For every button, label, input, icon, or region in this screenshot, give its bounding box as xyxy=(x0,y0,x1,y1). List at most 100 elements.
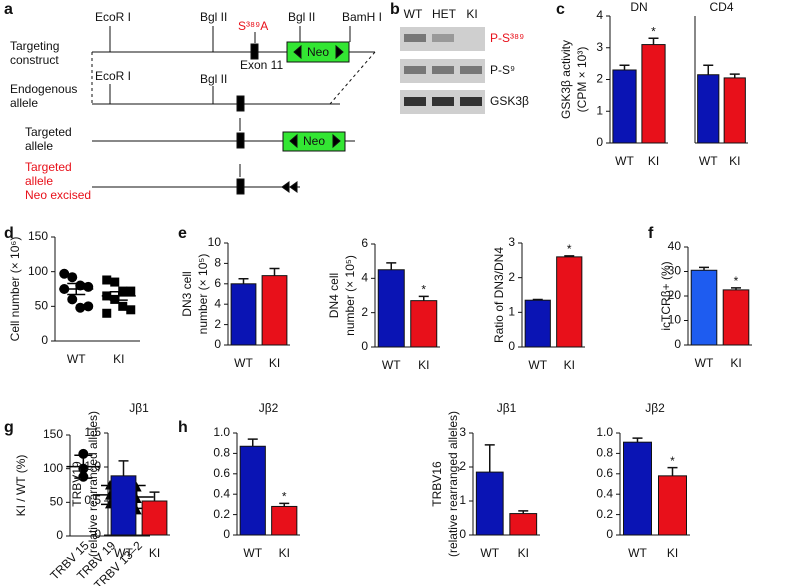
site-label: EcoR I xyxy=(95,69,131,83)
chart: 0 0.5 1.0 1.5 Jβ1 TRBV19 (relative rearranged … xyxy=(70,401,170,560)
error-bar xyxy=(484,444,495,473)
x-tick-label: KI xyxy=(149,546,160,560)
y-tick-label: 50 xyxy=(50,495,64,509)
x-tick-label: WT xyxy=(695,356,714,370)
bar xyxy=(612,69,637,144)
error-bar xyxy=(238,277,249,284)
band xyxy=(432,34,454,42)
y-tick-label: 4 xyxy=(596,8,603,22)
western-blot: WT HET KI P-S³⁸⁹ P-S⁹ GSK3β xyxy=(400,7,529,114)
error-bar xyxy=(279,502,290,507)
significance: * xyxy=(421,283,426,297)
y-tick-label: 1 xyxy=(459,493,466,507)
row-label: Targeting xyxy=(10,39,59,53)
error-bar xyxy=(67,282,86,296)
bar xyxy=(110,475,137,536)
bar xyxy=(410,300,438,348)
y-tick-label: 3 xyxy=(459,425,466,439)
significance: * xyxy=(734,274,739,288)
x-tick-label: WT xyxy=(67,352,86,366)
y-tick-label: 0.8 xyxy=(213,446,230,460)
bar xyxy=(723,77,746,144)
neo-label: Neo xyxy=(307,45,329,59)
chart-title: CD4 xyxy=(709,0,733,14)
row-label: allele xyxy=(25,139,53,153)
y-axis-label: TRBV16 xyxy=(430,461,444,507)
x-tick-label: KI xyxy=(113,352,124,366)
error-bar xyxy=(418,295,429,301)
band xyxy=(404,66,426,74)
bar xyxy=(524,299,551,348)
y-tick-label: 0 xyxy=(674,337,681,351)
y-tick-label: 150 xyxy=(28,229,48,243)
error-bar xyxy=(109,291,128,301)
mutation-label: S³⁸⁹A xyxy=(238,19,268,33)
blot-label: P-S³⁸⁹ xyxy=(490,31,524,45)
bar xyxy=(722,289,750,346)
bar xyxy=(271,505,298,536)
band xyxy=(432,66,454,74)
site-label: Bgl II xyxy=(200,72,227,86)
point xyxy=(126,286,136,296)
y-tick-label: 150 xyxy=(43,427,63,441)
bar xyxy=(690,269,718,346)
chart: 0 2 4 6 DN4 cell number (× 10⁵) WT KI * xyxy=(327,236,440,372)
neo-box xyxy=(282,131,346,152)
chart: 0 0.2 0.4 0.6 0.8 1.0 Jβ2 WT KI * xyxy=(213,401,300,560)
exon-label: Exon 11 xyxy=(240,58,283,72)
panel-label: c xyxy=(556,1,565,18)
site-label: Bgl II xyxy=(288,10,315,24)
x-tick-label: WT xyxy=(528,358,547,372)
y-tick-label: 0 xyxy=(56,528,63,542)
chart-title: DN xyxy=(630,0,647,14)
chart: CD4 WT KI xyxy=(694,0,748,168)
significance: * xyxy=(567,242,572,256)
y-tick-label: 1 xyxy=(596,103,603,117)
error-bar xyxy=(74,454,93,479)
y-tick-label: 10 xyxy=(668,313,682,327)
blot-label: GSK3β xyxy=(490,94,529,108)
panel-label: g xyxy=(4,419,14,436)
panel-label: h xyxy=(178,419,188,436)
y-axis-label: KI / WT (%) xyxy=(14,455,28,517)
error-bar xyxy=(648,37,659,45)
point xyxy=(102,275,112,285)
chart-title: Jβ1 xyxy=(497,401,517,415)
bar xyxy=(623,441,652,536)
error-bar xyxy=(118,460,129,476)
chart: 0 0.2 0.4 0.6 0.8 1.0 Jβ2 WT KI * xyxy=(596,401,690,560)
x-tick-label: WT xyxy=(382,358,401,372)
y-tick-label: 3 xyxy=(508,235,515,249)
exon xyxy=(236,178,245,195)
exon xyxy=(236,132,245,149)
error-bar xyxy=(667,466,678,476)
y-tick-label: 0.6 xyxy=(596,466,613,480)
panel-label: b xyxy=(390,1,400,18)
blot-label: P-S⁹ xyxy=(490,63,515,77)
y-tick-label: 40 xyxy=(668,239,682,253)
error-bar xyxy=(386,262,397,270)
chart: 0 2 4 6 8 10 DN3 cell number (× 10⁵) WT KI xyxy=(180,235,290,370)
y-tick-label: 0 xyxy=(361,339,368,353)
y-tick-label: 0 xyxy=(214,337,221,351)
x-tick-label: WT xyxy=(615,154,634,168)
chart-title: Jβ2 xyxy=(259,401,279,415)
bar xyxy=(641,44,666,144)
bar xyxy=(475,471,504,536)
point xyxy=(67,294,78,305)
chart: 0 1 2 3 Jβ1 TRBV16 (relative rearranged allele… xyxy=(430,401,540,560)
bar xyxy=(377,269,405,348)
row-label: construct xyxy=(10,53,59,67)
loxp-site xyxy=(281,44,344,193)
y-tick-label: 30 xyxy=(668,264,682,278)
y-axis-label: (relative rearranged alleles) xyxy=(446,411,460,557)
x-tick-label: KI xyxy=(518,546,529,560)
significance: * xyxy=(670,454,675,468)
point xyxy=(102,308,112,318)
chart: 0 50 100 150 Cell number (× 10⁶) WT KI xyxy=(8,229,140,366)
error-bar xyxy=(619,64,630,70)
x-tick-label: WT xyxy=(480,546,499,560)
y-tick-label: 10 xyxy=(208,235,222,249)
y-tick-label: 4 xyxy=(214,296,221,310)
y-tick-label: 0.4 xyxy=(596,486,613,500)
